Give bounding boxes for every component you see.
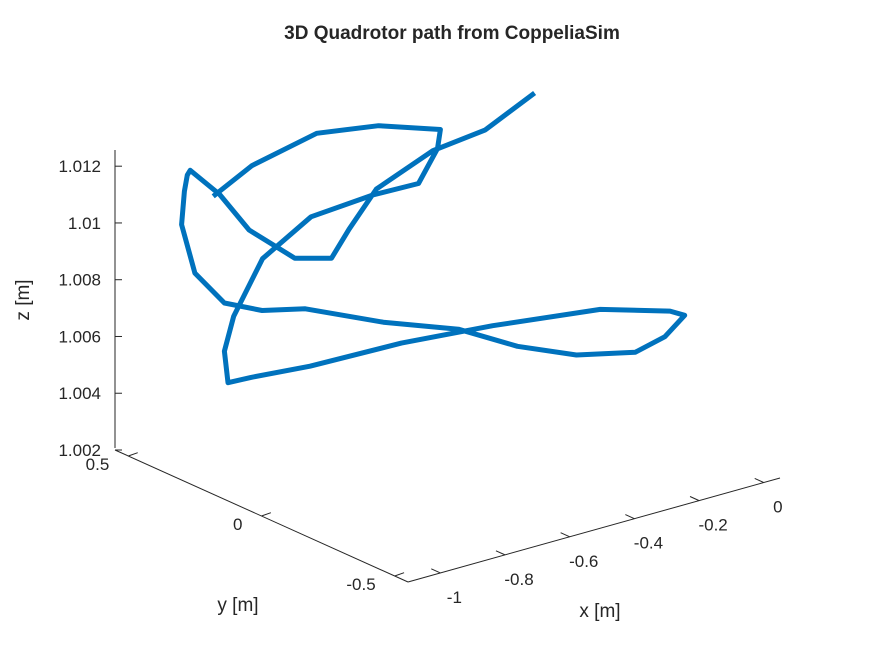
x-tick	[560, 532, 570, 538]
z-tick-label: 1.006	[58, 327, 101, 346]
y-tick	[128, 452, 138, 457]
x-tick	[689, 496, 700, 502]
y-axis-label: y [m]	[217, 595, 258, 616]
y-tick-label: -0.5	[346, 575, 375, 594]
plot-lines	[179, 90, 688, 386]
y-tick-label: 0.5	[86, 455, 110, 474]
x-tick-label: -0.8	[504, 570, 533, 589]
z-tick-label: 1.01	[68, 214, 101, 233]
x-axis-label: x [m]	[579, 601, 620, 622]
tick-marks	[115, 165, 765, 577]
y-tick	[394, 572, 405, 577]
chart-title: 3D Quadrotor path from CoppeliaSim	[284, 23, 620, 44]
x-tick-label: -0.2	[698, 516, 727, 535]
x-tick-label: -0.6	[569, 552, 598, 571]
z-tick-label: 1.008	[58, 271, 101, 290]
y-tick	[261, 512, 272, 517]
x-tick	[495, 550, 506, 556]
axes-box	[114, 150, 781, 583]
x-tick	[625, 514, 635, 520]
trajectory-line	[179, 90, 688, 386]
x-tick-label: -1	[447, 588, 462, 607]
x-tick	[431, 568, 441, 574]
z-tick-label: 1.002	[58, 441, 101, 460]
x-tick-label: -0.4	[634, 534, 663, 553]
x-tick	[754, 477, 765, 483]
x-tick-label: 0	[773, 498, 782, 517]
z-tick-label: 1.004	[58, 384, 101, 403]
x-axis-line	[407, 477, 781, 583]
tick-labels: 1.002 1.004 1.006 1.008 1.01 1.012 -0.5 0 0.5 -1 -…	[58, 157, 782, 607]
z-axis-label: z [m]	[13, 279, 34, 320]
y-tick-label: 0	[233, 515, 242, 534]
z-tick-label: 1.012	[58, 157, 101, 176]
